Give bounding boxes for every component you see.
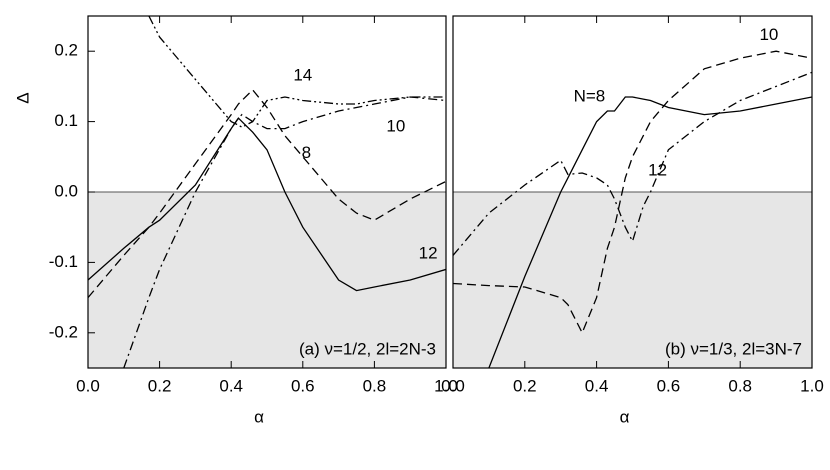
series-label: 10 <box>386 117 405 136</box>
y-tick-label: 0.1 <box>54 111 78 130</box>
negative-region <box>453 192 812 368</box>
x-axis-label: α <box>254 407 264 426</box>
series-line <box>488 96 812 368</box>
series-line <box>88 88 446 299</box>
series-line <box>453 71 812 256</box>
x-tick-label: 1.0 <box>800 376 824 395</box>
x-tick-label: 0.4 <box>585 376 609 395</box>
panel-label: (b) ν=1/3, 2l=3N-7 <box>665 339 802 358</box>
x-axis-label: α <box>620 407 630 426</box>
y-axis-label: Δ <box>13 92 32 103</box>
y-tick-label: -0.2 <box>49 322 78 341</box>
x-tick-label: 0.8 <box>363 376 387 395</box>
series-label: 10 <box>759 25 778 44</box>
x-tick-label: 0.8 <box>728 376 752 395</box>
series-line <box>88 117 446 292</box>
series-label: 12 <box>648 160 667 179</box>
panel-frame <box>452 15 813 369</box>
y-tick-label: -0.1 <box>49 252 78 271</box>
x-tick-label: 0.2 <box>513 376 537 395</box>
x-tick-label: 0.0 <box>441 376 465 395</box>
series-label: 14 <box>293 65 312 84</box>
y-tick-label: 0.2 <box>54 41 78 60</box>
x-tick-label: 0.4 <box>219 376 243 395</box>
panel-label: (a) ν=1/2, 2l=2N-3 <box>299 339 436 358</box>
series-line <box>453 50 812 335</box>
x-tick-label: 0.0 <box>76 376 100 395</box>
x-tick-label: 1.0 <box>434 376 458 395</box>
panel-frame <box>87 15 447 369</box>
x-tick-label: 0.6 <box>291 376 315 395</box>
series-label: 12 <box>419 243 438 262</box>
x-tick-label: 0.2 <box>148 376 172 395</box>
series-line <box>123 96 446 368</box>
y-tick-label: 0.0 <box>54 181 78 200</box>
series-label: 8 <box>302 143 311 162</box>
series-line <box>148 16 446 128</box>
series-label: N=8 <box>574 86 606 105</box>
negative-region <box>88 192 446 368</box>
x-tick-label: 0.6 <box>657 376 681 395</box>
